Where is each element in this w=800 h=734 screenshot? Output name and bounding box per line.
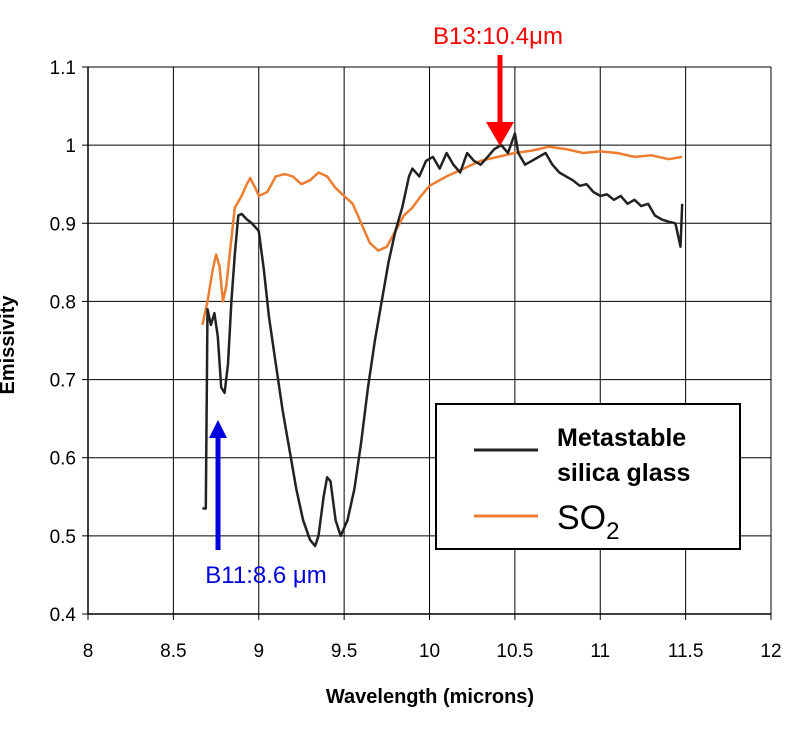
x-tick-label: 8 (83, 641, 94, 662)
axes (82, 66, 772, 620)
x-axis-title: Wavelength (microns) (326, 686, 534, 708)
legend-label-so2: SO2 (557, 499, 619, 545)
x-tick-label: 10 (419, 641, 440, 662)
legend-label-so2-subscript: 2 (606, 518, 619, 545)
b11-annotation: B11:8.6 μm (205, 420, 327, 589)
y-tick-label: 1.1 (50, 58, 76, 79)
y-tick-label: 0.4 (50, 605, 77, 626)
x-tick-labels: 8 8.5 9 9.5 10 10.5 11 11.5 12 (83, 641, 782, 662)
x-tick-label: 9.5 (331, 641, 357, 662)
series-line-so2 (201, 145, 683, 326)
x-tick-label: 10.5 (496, 641, 533, 662)
y-tick-label: 0.5 (50, 527, 76, 548)
y-tick-label: 1 (65, 136, 76, 157)
b13-label: B13:10.4μm (433, 23, 563, 50)
legend-label-so2-main: SO (557, 499, 606, 537)
x-tick-label: 11.5 (668, 641, 704, 662)
x-tick-label: 11 (590, 641, 610, 662)
x-tick-label: 9 (253, 641, 264, 662)
b11-arrow-head (209, 420, 227, 438)
b13-annotation: B13:10.4μm (433, 23, 563, 146)
y-tick-label: 0.6 (50, 449, 76, 470)
y-tick-label: 0.7 (50, 371, 76, 392)
legend-label-silica-line1: Metastable (557, 424, 686, 452)
legend: Metastable silica glass SO2 (435, 403, 741, 550)
legend-box (435, 403, 741, 550)
b13-arrow-head (486, 122, 514, 146)
legend-label-silica-line2: silica glass (557, 459, 690, 487)
x-tick-label: 12 (760, 641, 781, 662)
x-tick-label: 8.5 (160, 641, 186, 662)
y-axis-title: Emissivity (0, 295, 19, 395)
data-series (201, 132, 684, 548)
y-tick-labels: 0.4 0.5 0.6 0.7 0.8 0.9 1 1.1 (50, 58, 77, 626)
y-tick-label: 0.9 (50, 214, 76, 235)
y-tick-label: 0.8 (50, 292, 76, 313)
b11-label: B11:8.6 μm (205, 562, 326, 589)
series-line-silica-glass (202, 132, 684, 548)
